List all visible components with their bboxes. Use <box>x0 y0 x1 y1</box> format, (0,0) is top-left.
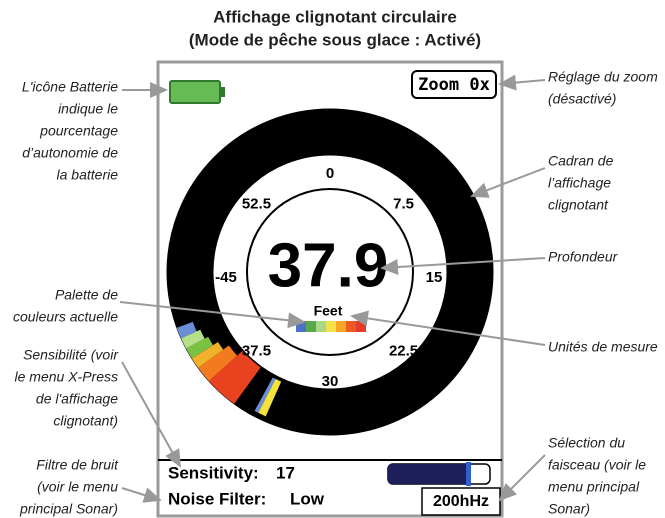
dial-label: 22.5 <box>389 343 418 360</box>
sensitivity-label: Sensitivity: <box>168 463 259 482</box>
arrow <box>470 167 546 198</box>
dial-label: 30 <box>322 373 339 390</box>
annotation-text: le menu X-Press <box>15 369 118 385</box>
annotation-text: indique le <box>58 101 118 117</box>
annotation-text: l’affichage <box>548 175 611 191</box>
dial-label: 7.5 <box>393 195 414 212</box>
annotation-text: Palette de <box>55 287 118 303</box>
noise-filter-label: Noise Filter: <box>168 489 266 508</box>
depth-value: 37.9 <box>268 231 389 300</box>
annotation-text: d’autonomie de <box>22 145 118 161</box>
annotation-text: la batterie <box>57 167 119 183</box>
annotation-text: principal Sonar) <box>19 501 118 517</box>
annotation-text: de l'affichage <box>36 391 118 407</box>
palette-swatch <box>326 321 336 332</box>
flasher-ring <box>166 108 494 436</box>
flasher-signal <box>176 321 197 339</box>
dial-label: 37.5 <box>242 343 271 360</box>
annotation-text: clignotant <box>548 197 609 213</box>
annotation-text: Unités de mesure <box>548 339 658 355</box>
depth-units: Feet <box>314 303 343 319</box>
arrow <box>350 310 546 346</box>
zoom-label: Zoom 0x <box>418 75 490 95</box>
annotation-text: (voir le menu <box>37 479 118 495</box>
annotation-text: Réglage du zoom <box>548 69 658 85</box>
title: Affichage clignotant circulaire <box>213 7 457 26</box>
arrow <box>498 74 546 91</box>
dial-label: 15 <box>426 269 443 286</box>
palette-swatch <box>336 321 346 332</box>
dial-label: -45 <box>215 269 237 286</box>
annotation-text: Profondeur <box>548 249 619 265</box>
annotation-text: menu principal <box>548 479 640 495</box>
annotation-text: (désactivé) <box>548 91 616 107</box>
arrow <box>121 487 162 503</box>
annotation-text: faisceau (voir le <box>548 457 646 473</box>
arrow <box>121 361 181 468</box>
zoom-box <box>411 70 497 99</box>
annotation-text: pourcentage <box>39 123 118 139</box>
noise-filter-value: Low <box>290 489 325 508</box>
dial-label: 52.5 <box>242 195 271 212</box>
annotation-text: Cadran de <box>548 153 614 169</box>
sensitivity-value: 17 <box>276 463 295 482</box>
inner-circle <box>246 188 414 356</box>
flasher-signal <box>198 345 238 382</box>
flasher-signal <box>208 350 261 404</box>
arrow <box>498 454 546 502</box>
subtitle: (Mode de pêche sous glace : Activé) <box>189 30 481 49</box>
annotation-text: Sélection du <box>548 435 625 451</box>
annotation-text: Sensibilité (voir <box>23 347 119 363</box>
arrow <box>380 257 546 276</box>
annotation-text: Filtre de bruit <box>36 457 119 473</box>
flasher-signal <box>258 378 282 417</box>
annotation-text: couleurs actuelle <box>13 309 118 325</box>
flasher-signal <box>181 329 205 349</box>
sensitivity-thumb <box>466 462 471 486</box>
palette-swatch <box>356 321 366 332</box>
battery-icon <box>169 80 221 104</box>
arrows <box>119 74 546 503</box>
flasher-signal <box>186 336 213 359</box>
arrow <box>119 301 306 329</box>
annotation-text: clignotant) <box>53 413 118 429</box>
battery-tip <box>220 87 225 97</box>
annotation-text: L'icône Batterie <box>22 79 118 95</box>
flasher-signal <box>254 377 276 413</box>
sensitivity-fill <box>388 464 468 484</box>
palette-swatch <box>316 321 326 332</box>
annotation-text: Sonar) <box>548 501 590 517</box>
palette-swatch <box>306 321 316 332</box>
frequency-label: 200hHz <box>433 493 489 510</box>
dial-label: 0 <box>326 165 334 182</box>
flasher-signal <box>191 341 224 368</box>
frequency-box <box>421 487 501 516</box>
palette-swatch <box>346 321 356 332</box>
